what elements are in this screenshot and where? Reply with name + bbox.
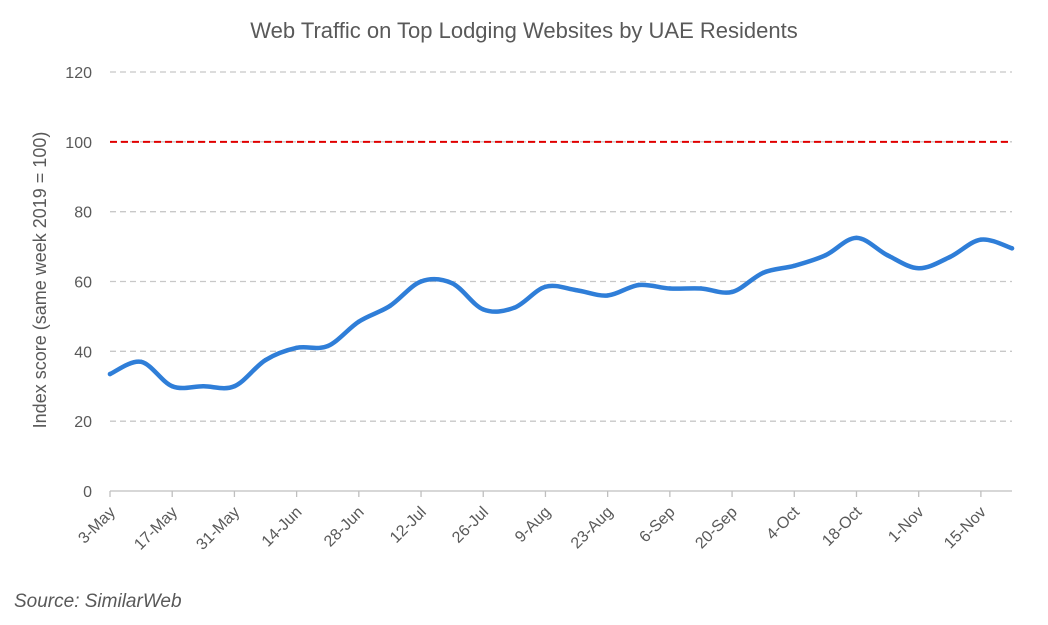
x-tick-label-18-Oct: 18-Oct [819, 503, 865, 549]
x-tick-label-9-Aug: 9-Aug [512, 504, 554, 546]
x-tick-label-14-Jun: 14-Jun [259, 504, 306, 551]
data-point-14-Jun [294, 345, 299, 351]
x-tick-label-15-Nov: 15-Nov [941, 504, 989, 552]
x-tick-label-23-Aug: 23-Aug [568, 504, 617, 553]
data-point-7-Jun [263, 357, 268, 363]
data-point-4-Oct [792, 263, 797, 268]
chart-title: Web Traffic on Top Lodging Websites by U… [250, 18, 797, 43]
data-point-6-Sep [667, 286, 673, 291]
data-point-1-Nov [916, 266, 921, 271]
x-tick-label-17-May: 17-May [131, 504, 181, 554]
data-point-19-Jul [449, 281, 455, 286]
series-line-0 [107, 235, 1015, 391]
data-point-17-May [170, 384, 175, 389]
data-point-20-Sep [729, 289, 735, 295]
x-tick-label-28-Jun: 28-Jun [321, 504, 368, 551]
x-tick-label-26-Jul: 26-Jul [449, 504, 492, 547]
data-point-23-Aug [605, 293, 610, 298]
data-point-30-Aug [636, 282, 641, 288]
x-tick-label-20-Sep: 20-Sep [692, 504, 741, 553]
data-point-10-May [138, 359, 144, 365]
y-tick-label-0: 0 [83, 484, 92, 501]
data-point-9-Aug [543, 284, 548, 289]
x-axis-ticks: 3-May 17-May 31-May 14-Jun 28-Jun 12-Jul 26-Ju… [75, 491, 990, 554]
x-tick-label-12-Jul: 12-Jul [387, 504, 430, 547]
x-tick-label-3-May: 3-May [75, 504, 118, 547]
data-point-27-Sep [760, 270, 766, 275]
source-note: Source: SimilarWeb [14, 591, 182, 612]
data-point-13-Sep [698, 286, 704, 291]
data-point-3-May [107, 371, 113, 377]
data-point-22-Nov [1009, 246, 1015, 251]
data-point-25-Oct [885, 253, 890, 258]
data-point-15-Nov [978, 237, 984, 242]
y-tick-label-60: 60 [74, 275, 92, 292]
x-tick-label-1-Nov: 1-Nov [885, 504, 927, 546]
y-tick-label-120: 120 [65, 65, 92, 82]
data-point-5-Jul [387, 303, 393, 309]
y-axis-label: Index score (same week 2019 = 100) [30, 132, 50, 429]
series-lines [107, 235, 1015, 391]
y-tick-label-20: 20 [74, 414, 92, 431]
data-point-31-May [232, 384, 237, 389]
data-point-21-Jun [325, 343, 330, 349]
x-tick-label-4-Oct: 4-Oct [763, 503, 803, 543]
y-tick-label-100: 100 [65, 135, 92, 152]
data-point-16-Aug [574, 288, 579, 293]
data-point-24-May [201, 384, 206, 389]
data-point-18-Oct [854, 235, 859, 241]
data-point-12-Jul [418, 279, 424, 284]
data-point-26-Jul [481, 307, 486, 312]
data-point-2-Aug [512, 305, 517, 310]
y-tick-label-80: 80 [74, 205, 92, 222]
x-tick-label-31-May: 31-May [193, 504, 243, 554]
data-point-11-Oct [823, 253, 828, 258]
x-tick-label-6-Sep: 6-Sep [636, 504, 678, 546]
y-tick-label-40: 40 [74, 344, 92, 361]
data-point-28-Jun [356, 319, 362, 324]
y-axis-ticks: 0 20 40 60 80 100 120 [65, 65, 92, 501]
data-point-8-Nov [947, 254, 952, 260]
